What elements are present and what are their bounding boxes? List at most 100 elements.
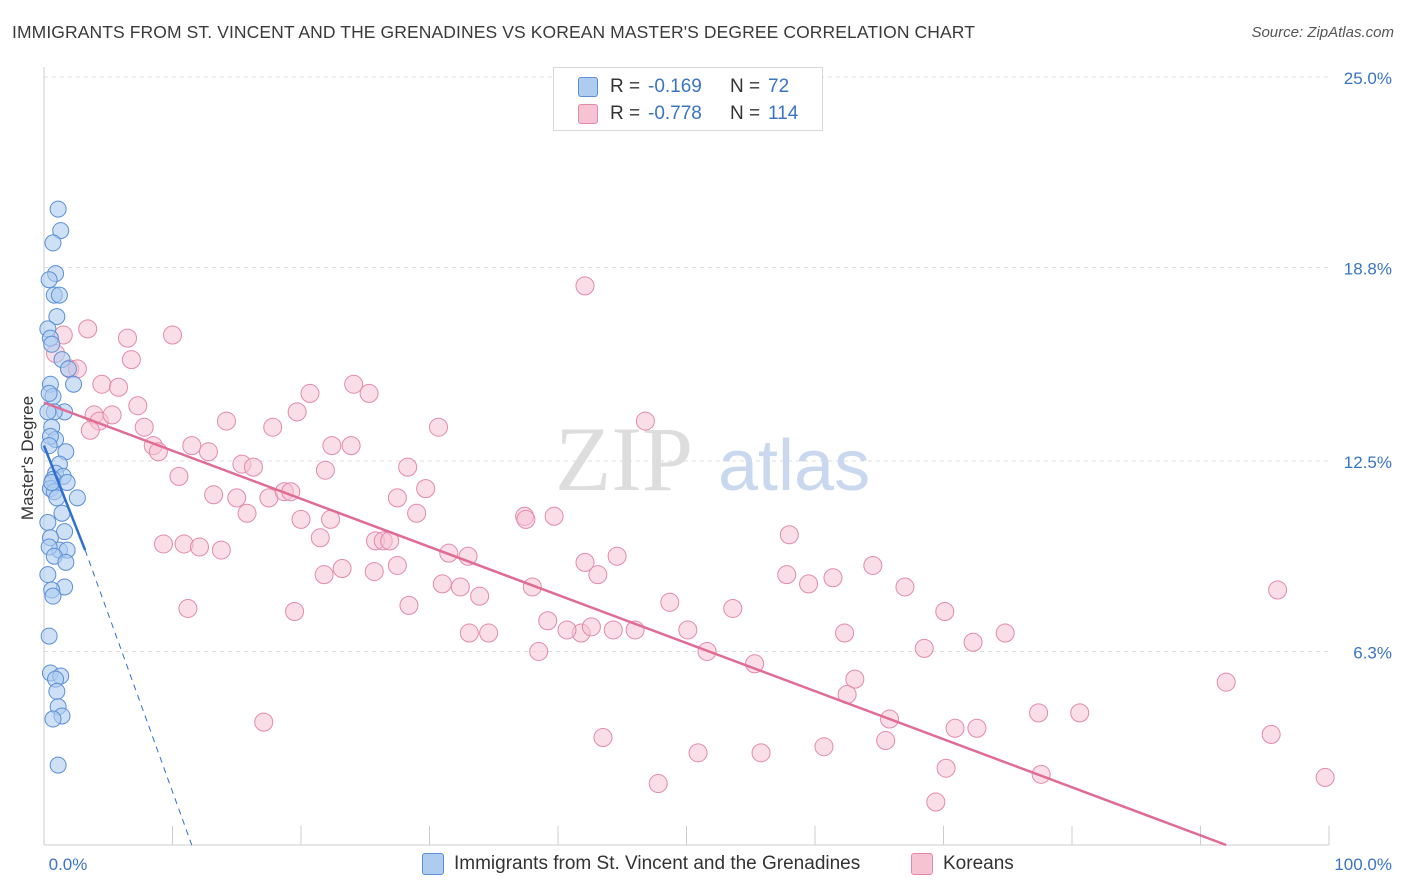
korean-point bbox=[863, 555, 883, 575]
korean-point bbox=[678, 620, 698, 640]
korean-point bbox=[814, 737, 834, 757]
st-vincent-point bbox=[59, 360, 77, 378]
st-vincent-point bbox=[49, 756, 67, 774]
legend-n-value: 114 bbox=[768, 103, 799, 124]
korean-point bbox=[341, 436, 361, 456]
korean-point bbox=[387, 488, 407, 508]
korean-point bbox=[315, 460, 335, 480]
st-vincent-point bbox=[50, 286, 68, 304]
korean-point bbox=[450, 577, 470, 597]
korean-trend-line bbox=[43, 401, 1227, 847]
tick-labels: 6.3% 12.5% 18.8% 25.0% 0.0% 100.0% bbox=[49, 69, 1392, 874]
korean-point bbox=[845, 669, 865, 689]
legend-r-label: R = bbox=[610, 103, 641, 124]
korean-point bbox=[314, 565, 334, 585]
korean-point bbox=[102, 405, 122, 425]
watermark-atlas: atlas bbox=[718, 426, 870, 506]
korean-point bbox=[300, 383, 320, 403]
korean-point bbox=[227, 488, 247, 508]
st-vincent-point bbox=[48, 308, 66, 326]
koreans-points bbox=[46, 276, 1335, 812]
y-tick-label: 6.3% bbox=[1353, 643, 1392, 662]
korean-point bbox=[688, 743, 708, 763]
korean-point bbox=[926, 792, 946, 812]
bottom-legend-swatch-blue bbox=[422, 853, 444, 875]
korean-point bbox=[876, 731, 896, 751]
korean-point bbox=[995, 623, 1015, 643]
watermark: ZIP atlas bbox=[555, 408, 870, 510]
korean-point bbox=[204, 485, 224, 505]
korean-point bbox=[557, 620, 577, 640]
korean-point bbox=[78, 319, 98, 339]
chart-title: IMMIGRANTS FROM ST. VINCENT AND THE GREN… bbox=[12, 22, 975, 42]
korean-point bbox=[182, 436, 202, 456]
st-vincent-point bbox=[40, 384, 58, 402]
korean-point bbox=[198, 442, 218, 462]
st-vincent-point bbox=[39, 513, 57, 531]
legend-swatch-blue bbox=[578, 77, 598, 97]
korean-point bbox=[432, 574, 452, 594]
st-vincent-point bbox=[49, 200, 67, 218]
korean-point bbox=[1315, 767, 1335, 787]
korean-point bbox=[914, 638, 934, 658]
korean-point bbox=[285, 602, 305, 622]
y-tick-label: 12.5% bbox=[1344, 453, 1392, 472]
korean-point bbox=[154, 534, 174, 554]
legend-r-value: -0.778 bbox=[648, 103, 702, 124]
korean-point bbox=[169, 466, 189, 486]
korean-point bbox=[538, 611, 558, 631]
st-vincent-point bbox=[43, 335, 61, 353]
korean-point bbox=[1216, 672, 1236, 692]
korean-point bbox=[751, 743, 771, 763]
korean-point bbox=[575, 276, 595, 296]
korean-point bbox=[745, 654, 765, 674]
korean-point bbox=[189, 537, 209, 557]
korean-point bbox=[109, 377, 129, 397]
korean-point bbox=[322, 436, 342, 456]
korean-point bbox=[529, 641, 549, 661]
bottom-legend-label: Immigrants from St. Vincent and the Gren… bbox=[454, 853, 861, 874]
korean-point bbox=[237, 503, 257, 523]
korean-point bbox=[544, 506, 564, 526]
korean-point bbox=[416, 479, 436, 499]
korean-point bbox=[118, 328, 138, 348]
korean-point bbox=[387, 555, 407, 575]
korean-point bbox=[134, 417, 154, 437]
korean-point bbox=[80, 420, 100, 440]
st-vincent-point bbox=[68, 489, 86, 507]
st-vincent-point bbox=[44, 234, 62, 252]
korean-point bbox=[936, 758, 956, 778]
korean-point bbox=[1268, 580, 1288, 600]
korean-point bbox=[575, 552, 595, 572]
korean-point bbox=[823, 568, 843, 588]
legend-n-value: 72 bbox=[768, 76, 790, 97]
st-vincent-points bbox=[39, 200, 86, 774]
korean-point bbox=[516, 509, 536, 529]
source-label: Source: ZipAtlas.com bbox=[1251, 24, 1394, 41]
korean-point bbox=[428, 417, 448, 437]
korean-point bbox=[723, 598, 743, 618]
korean-point bbox=[254, 712, 274, 732]
korean-point bbox=[479, 623, 499, 643]
korean-point bbox=[174, 534, 194, 554]
korean-point bbox=[603, 620, 623, 640]
correlation-legend: R = -0.169 N = 72 R = -0.778 N = 114 bbox=[553, 67, 823, 131]
st-vincent-point bbox=[48, 682, 66, 700]
korean-point bbox=[310, 528, 330, 548]
korean-point bbox=[332, 559, 352, 579]
y-tick-label: 25.0% bbox=[1344, 69, 1392, 88]
korean-point bbox=[967, 718, 987, 738]
korean-point bbox=[364, 562, 384, 582]
korean-point bbox=[287, 402, 307, 422]
korean-point bbox=[588, 565, 608, 585]
korean-point bbox=[359, 383, 379, 403]
korean-point bbox=[648, 774, 668, 794]
x-tick-label: 0.0% bbox=[49, 855, 88, 874]
korean-point bbox=[398, 457, 418, 477]
st-vincent-point bbox=[39, 566, 57, 584]
watermark-zip: ZIP bbox=[555, 408, 693, 510]
bottom-legend-swatch-pink bbox=[911, 853, 933, 875]
korean-point bbox=[1261, 724, 1281, 744]
korean-point bbox=[635, 411, 655, 431]
